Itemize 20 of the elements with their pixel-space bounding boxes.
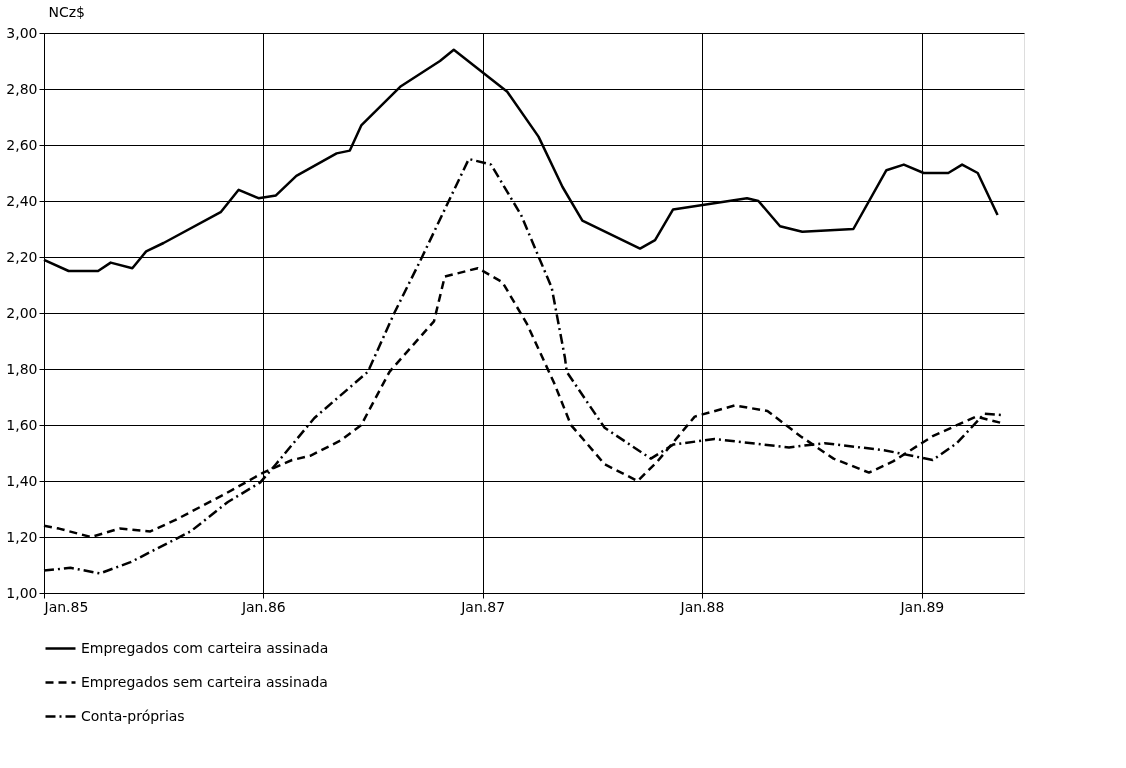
y-tick-label: 2,40 (6, 192, 38, 209)
y-tick-label: 1,80 (6, 360, 38, 377)
x-tick-label: Jan.86 (240, 598, 286, 615)
y-tick-label: 1,40 (6, 472, 38, 489)
x-tick-label: Jan.87 (460, 598, 506, 615)
y-tick-label: 1,60 (6, 416, 38, 433)
y-axis-title: NCz$ (48, 3, 86, 20)
x-tick-label: Jan.89 (899, 598, 945, 615)
y-tick-label: 1,00 (6, 584, 38, 601)
y-tick-label: 2,60 (6, 136, 38, 153)
y-tick-label: 1,20 (6, 528, 38, 545)
legend-label: Empregados sem carteira assinada (81, 673, 328, 690)
y-tick-label: 2,00 (6, 304, 38, 321)
y-tick-label: 2,20 (6, 248, 38, 265)
y-tick-label: 2,80 (6, 80, 38, 97)
legend-label: Conta-próprias (81, 707, 185, 724)
y-tick-label: 3,00 (6, 24, 38, 41)
legend-label: Empregados com carteira assinada (81, 639, 329, 656)
x-tick-label: Jan.88 (679, 598, 725, 615)
x-tick-label: Jan.85 (43, 598, 89, 615)
